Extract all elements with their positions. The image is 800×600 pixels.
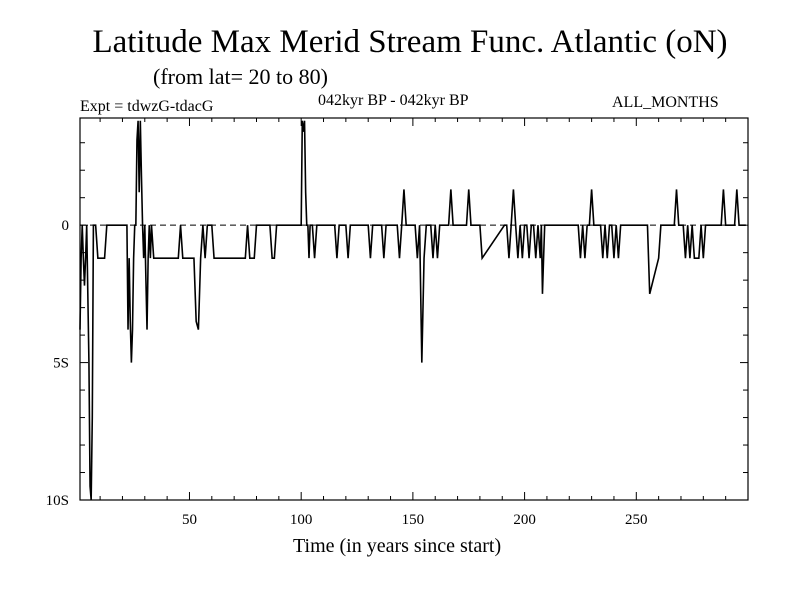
- x-tick-label: 50: [182, 512, 197, 528]
- period-label: 042kyr BP - 042kyr BP: [318, 92, 469, 109]
- chart-subtitle: (from lat= 20 to 80): [153, 64, 328, 89]
- x-tick-label: 150: [402, 512, 425, 528]
- x-tick-label: 250: [625, 512, 648, 528]
- y-tick-label: 10S: [46, 493, 69, 509]
- months-label: ALL_MONTHS: [612, 94, 719, 111]
- y-tick-label: 5S: [53, 356, 69, 372]
- series-line: [79, 120, 746, 501]
- plot-frame: [79, 117, 749, 501]
- x-tick-label: 200: [513, 512, 536, 528]
- y-tick-label: 0: [62, 218, 70, 234]
- chart-title: Latitude Max Merid Stream Func. Atlantic…: [92, 24, 728, 60]
- axis-tick-labels: 50 100 150 200 250 0 5S 10S: [46, 218, 648, 528]
- x-tick-label: 100: [290, 512, 313, 528]
- axis-ticks: [80, 118, 748, 501]
- experiment-label: Expt = tdwzG-tdacG: [80, 98, 214, 115]
- x-axis-label: Time (in years since start): [293, 535, 502, 557]
